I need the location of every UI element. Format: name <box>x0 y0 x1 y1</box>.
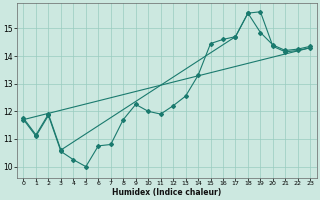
X-axis label: Humidex (Indice chaleur): Humidex (Indice chaleur) <box>112 188 221 197</box>
